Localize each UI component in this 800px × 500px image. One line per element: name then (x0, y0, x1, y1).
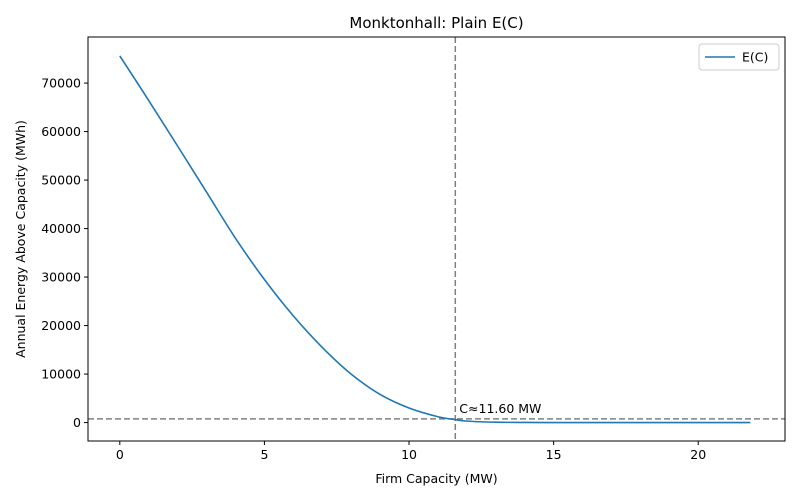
x-tick-label: 10 (401, 447, 417, 462)
legend-label: E(C) (742, 50, 768, 65)
x-tick-label: 20 (690, 447, 706, 462)
y-tick-label: 70000 (41, 76, 81, 91)
plot-area: C≈11.60 MW (88, 37, 785, 441)
x-tick-label: 15 (546, 447, 562, 462)
y-tick-label: 0 (73, 415, 81, 430)
y-tick-label: 40000 (41, 221, 81, 236)
y-tick-label: 30000 (41, 270, 81, 285)
x-axis-label: Firm Capacity (MW) (375, 471, 497, 486)
y-tick-label: 50000 (41, 173, 81, 188)
capacity-annotation: C≈11.60 MW (459, 401, 541, 416)
y-axis-label: Annual Energy Above Capacity (MWh) (13, 120, 28, 358)
y-tick-label: 60000 (41, 124, 81, 139)
series-line-e-c (119, 55, 751, 424)
legend: E(C) (698, 43, 780, 71)
y-axis: 0 10000 20000 30000 40000 50000 60000 70000 (41, 76, 88, 430)
y-tick-label: 10000 (41, 367, 81, 382)
x-axis: 0 5 10 15 20 (116, 441, 706, 462)
plot-frame (87, 36, 786, 442)
legend-box (698, 43, 780, 71)
x-tick-label: 0 (116, 447, 124, 462)
x-tick-label: 5 (260, 447, 268, 462)
y-tick-label: 20000 (41, 318, 81, 333)
chart-title: Monktonhall: Plain E(C) (349, 14, 523, 32)
